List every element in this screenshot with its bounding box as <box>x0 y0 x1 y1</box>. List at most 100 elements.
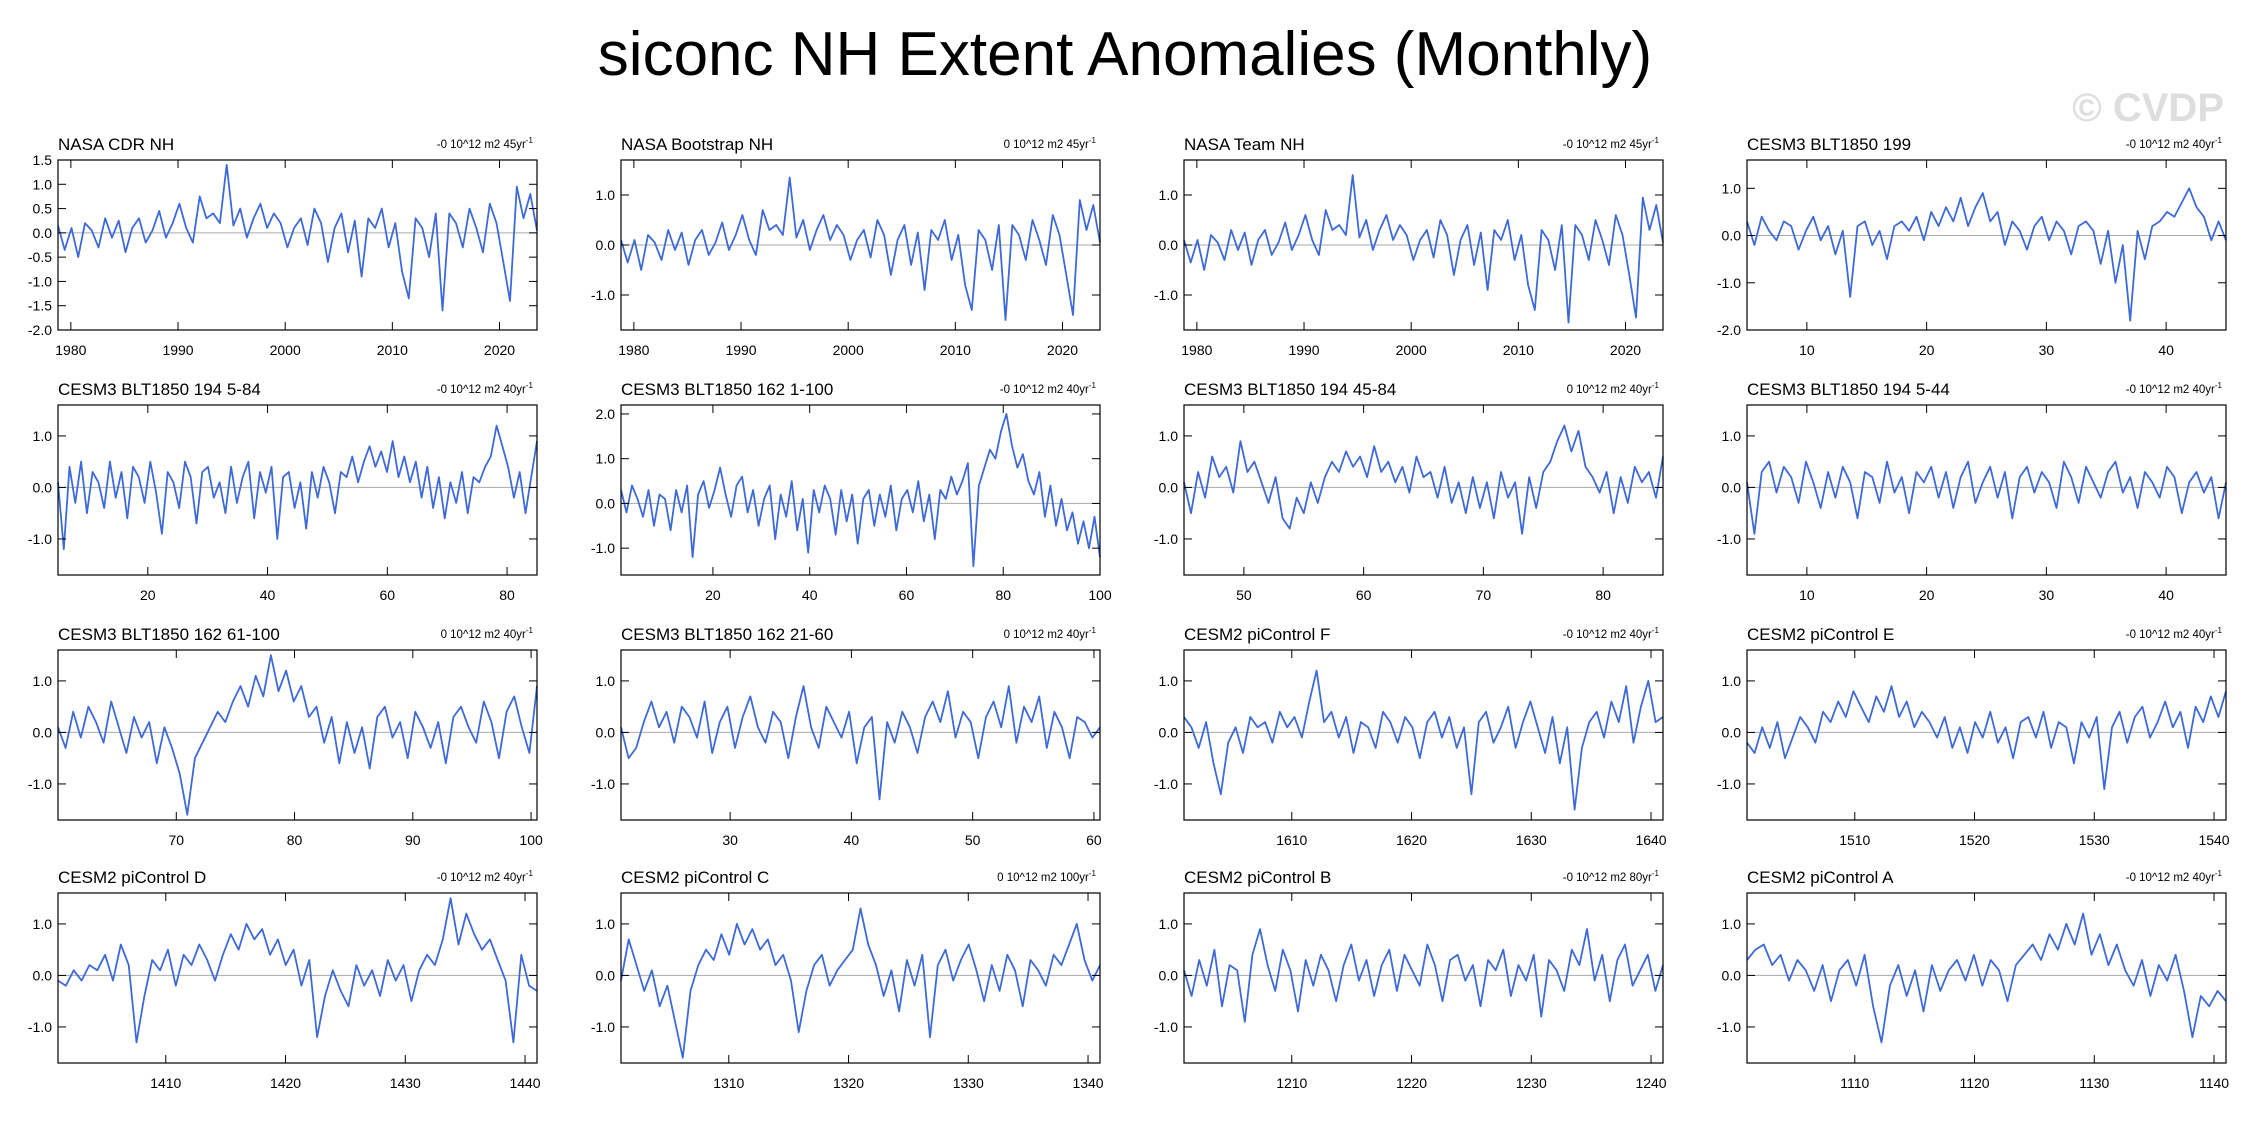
y-tick-label: -1.0 <box>28 273 52 289</box>
x-tick-label: 2020 <box>484 342 515 358</box>
anomaly-series-line <box>57 164 538 312</box>
x-tick-label: 1320 <box>833 1075 864 1091</box>
x-tick-label: 70 <box>1476 587 1492 603</box>
y-tick-label: 1.0 <box>1722 673 1742 689</box>
x-tick-label: 1980 <box>55 342 86 358</box>
y-tick-label: 1.0 <box>1722 428 1742 444</box>
x-tick-label: 1440 <box>509 1075 540 1091</box>
panel-trend-stat: 0 10^12 m2 40yr-1 <box>1567 381 1660 396</box>
x-tick-label: 2020 <box>1047 342 1078 358</box>
y-tick-label: 0.0 <box>596 495 616 511</box>
panel-frame <box>1183 649 1664 821</box>
panel-5: CESM3 BLT1850 194 5-84 -0 10^12 m2 40yr-1… <box>28 380 538 603</box>
x-tick-label: 30 <box>2039 587 2055 603</box>
panel-trend-stat: -0 10^12 m2 40yr-1 <box>2126 136 2223 151</box>
x-tick-label: 2010 <box>377 342 408 358</box>
x-tick-label: 1980 <box>618 342 649 358</box>
panel-frame <box>1746 404 2227 576</box>
y-tick-label: -1.0 <box>28 1019 52 1035</box>
y-tick-label: -1.0 <box>591 540 615 556</box>
x-tick-label: 2000 <box>270 342 301 358</box>
x-tick-label: 1210 <box>1276 1075 1307 1091</box>
x-tick-label: 1420 <box>270 1075 301 1091</box>
y-tick-label: 0.0 <box>1722 967 1742 983</box>
y-tick-label: 1.0 <box>1159 916 1179 932</box>
anomaly-series-line <box>57 654 538 816</box>
panel-frame <box>620 649 1101 821</box>
panel-2: NASA Bootstrap NH 0 10^12 m2 45yr-1 -1.0 0.… <box>591 135 1101 358</box>
panel-frame <box>57 649 538 821</box>
panel-title: CESM2 piControl D <box>58 868 206 887</box>
x-tick-label: 40 <box>844 832 860 848</box>
anomaly-series-line <box>1183 928 1664 1023</box>
x-tick-label: 80 <box>287 832 303 848</box>
y-tick-label: 2.0 <box>596 406 616 422</box>
x-tick-label: 2020 <box>1610 342 1641 358</box>
anomaly-series-line <box>57 897 538 1044</box>
anomaly-series-line <box>57 424 538 551</box>
x-tick-label: 1640 <box>1635 832 1666 848</box>
anomaly-series-line <box>1746 685 2227 790</box>
y-tick-label: 0.0 <box>1159 237 1179 253</box>
panel-trend-stat: -0 10^12 m2 40yr-1 <box>1000 381 1097 396</box>
x-tick-label: 60 <box>1356 587 1372 603</box>
panel-frame <box>620 892 1101 1064</box>
x-tick-label: 2000 <box>833 342 864 358</box>
panel-title: NASA Bootstrap NH <box>621 135 773 154</box>
panel-trend-stat: -0 10^12 m2 40yr-1 <box>2126 626 2223 641</box>
x-tick-label: 40 <box>802 587 818 603</box>
panel-trend-stat: 0 10^12 m2 40yr-1 <box>441 626 534 641</box>
y-tick-label: 1.0 <box>596 187 616 203</box>
x-tick-label: 1140 <box>2199 1075 2229 1091</box>
x-tick-label: 30 <box>2039 342 2055 358</box>
panel-7: CESM3 BLT1850 194 45-84 0 10^12 m2 40yr-1… <box>1154 380 1664 603</box>
x-tick-label: 60 <box>1086 832 1102 848</box>
x-tick-label: 40 <box>2158 342 2174 358</box>
panel-6: CESM3 BLT1850 162 1-100 -0 10^12 m2 40yr-… <box>591 380 1112 603</box>
panel-title: CESM3 BLT1850 162 21-60 <box>621 625 833 644</box>
cvdp-watermark: © CVDP <box>2072 86 2224 130</box>
panel-frame <box>57 892 538 1064</box>
panel-10: CESM3 BLT1850 162 21-60 0 10^12 m2 40yr-1… <box>591 625 1102 848</box>
anomaly-series-line <box>620 907 1101 1059</box>
y-tick-label: 1.0 <box>33 673 53 689</box>
panel-title: CESM3 BLT1850 194 45-84 <box>1184 380 1396 399</box>
x-tick-label: 2000 <box>1396 342 1427 358</box>
y-tick-label: 1.0 <box>1722 180 1742 196</box>
anomaly-series-line <box>620 685 1101 801</box>
panel-frame <box>1746 892 2227 1064</box>
y-tick-label: -1.0 <box>1717 1019 1741 1035</box>
x-tick-label: 1530 <box>2079 832 2110 848</box>
anomaly-series-line <box>620 176 1101 321</box>
x-tick-label: 2010 <box>1503 342 1534 358</box>
y-tick-label: -2.0 <box>28 322 52 338</box>
anomaly-series-line <box>1183 174 1664 324</box>
x-tick-label: 60 <box>899 587 915 603</box>
y-tick-label: 1.0 <box>1722 916 1742 932</box>
x-tick-label: 70 <box>168 832 184 848</box>
y-tick-label: 0.0 <box>33 225 53 241</box>
y-tick-label: 1.0 <box>596 916 616 932</box>
panel-title: CESM2 piControl E <box>1747 625 1894 644</box>
panel-trend-stat: -0 10^12 m2 40yr-1 <box>437 381 534 396</box>
x-tick-label: 40 <box>2158 587 2174 603</box>
y-tick-label: 1.0 <box>1159 428 1179 444</box>
x-tick-label: 80 <box>1595 587 1611 603</box>
y-tick-label: -1.0 <box>28 531 52 547</box>
panel-8: CESM3 BLT1850 194 5-44 -0 10^12 m2 40yr-1… <box>1717 380 2227 603</box>
x-tick-label: 20 <box>1919 342 1935 358</box>
x-tick-label: 1340 <box>1072 1075 1103 1091</box>
x-tick-label: 1510 <box>1839 832 1870 848</box>
panel-title: CESM3 BLT1850 194 5-44 <box>1747 380 1950 399</box>
y-tick-label: 1.0 <box>33 176 53 192</box>
panel-trend-stat: -0 10^12 m2 80yr-1 <box>1563 869 1660 884</box>
panel-trend-stat: 0 10^12 m2 100yr-1 <box>997 869 1096 884</box>
y-tick-label: 1.0 <box>596 673 616 689</box>
y-tick-label: -1.0 <box>1154 1019 1178 1035</box>
panel-9: CESM3 BLT1850 162 61-100 0 10^12 m2 40yr-… <box>28 625 543 848</box>
y-tick-label: 0.0 <box>1722 724 1742 740</box>
panel-title: CESM2 piControl C <box>621 868 769 887</box>
panel-title: CESM3 BLT1850 194 5-84 <box>58 380 261 399</box>
x-tick-label: 40 <box>260 587 276 603</box>
